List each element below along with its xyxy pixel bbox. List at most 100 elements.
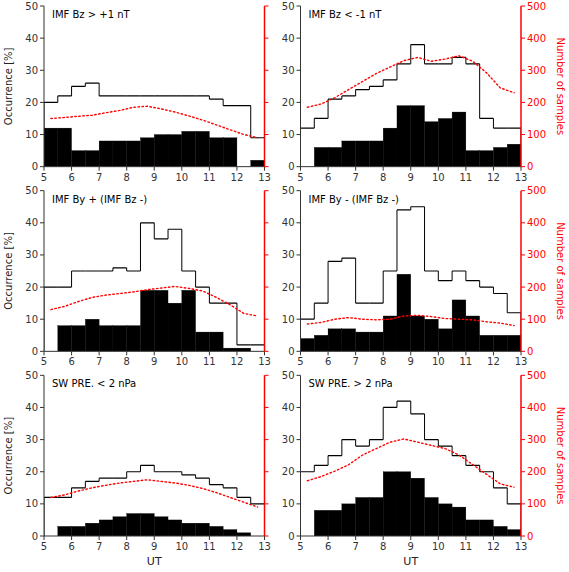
y-tick (40, 134, 44, 135)
upflow-step (411, 413, 425, 414)
y-tick (40, 190, 44, 191)
downflow-bar (397, 274, 411, 351)
y-tick-label: 20 (282, 466, 295, 477)
y2-tick-label: 400 (527, 33, 546, 44)
upflow-step (383, 79, 397, 80)
y2-tick-label: 200 (527, 282, 546, 293)
x-tick (154, 351, 155, 355)
upflow-step (168, 95, 182, 96)
y2-axis-label: Number of samples (555, 407, 566, 505)
y-tick-label: 40 (282, 33, 295, 44)
x-tick (209, 167, 210, 171)
downflow-bar (223, 530, 237, 536)
y2-tick-label: 200 (527, 466, 546, 477)
y2-axis-line (264, 191, 266, 352)
y2-tick (521, 38, 525, 39)
downflow-bar (425, 319, 439, 351)
y-tick (40, 166, 44, 167)
y-tick (40, 536, 44, 537)
x-tick-label: 12 (231, 172, 244, 183)
upflow-step (127, 270, 141, 271)
upflow-step (154, 238, 168, 239)
panel-title: IMF Bz > +1 nT (52, 9, 131, 20)
y2-axis-label: Number of samples (555, 37, 566, 135)
x-tick (465, 167, 466, 171)
y2-tick (265, 134, 269, 135)
x-tick-label: 13 (515, 356, 528, 367)
y-axis-label: Occurrence [%] (3, 417, 14, 495)
y-tick (40, 102, 44, 103)
downflow-bar (507, 144, 521, 166)
downflow-bar (314, 510, 328, 536)
x-tick-label: 10 (175, 172, 188, 183)
y-tick (297, 536, 301, 537)
downflow-bar (72, 526, 86, 536)
x-tick-label: 11 (460, 356, 473, 367)
upflow-step (438, 63, 452, 64)
x-tick (44, 167, 45, 171)
x-tick-label: 9 (408, 541, 414, 552)
downflow-bar (301, 338, 315, 351)
panel-title: SW PRE. < 2 nPa (52, 378, 136, 389)
panel-title: IMF By - (IMF Bz -) (309, 194, 400, 205)
upflow-step (383, 270, 397, 271)
y2-axis-line (264, 6, 266, 167)
y2-tick (265, 503, 269, 504)
x-tick (383, 536, 384, 540)
x-tick (71, 351, 72, 355)
downflow-bar (58, 326, 72, 352)
downflow-bar (411, 478, 425, 536)
x-tick-label: 11 (203, 541, 216, 552)
upflow-step (113, 95, 127, 96)
y2-tick (521, 6, 525, 7)
panel-title: IMF Bz < -1 nT (309, 9, 383, 20)
upflow-step (209, 484, 223, 485)
upflow-step (397, 400, 411, 401)
downflow-bar (466, 520, 480, 536)
upflow-step (140, 465, 154, 466)
upflow-step (466, 280, 480, 281)
upflow-step (369, 303, 383, 304)
downflow-bar (425, 122, 439, 167)
y2-tick (521, 134, 525, 135)
plot-area (301, 401, 522, 536)
x-axis-label: UT (403, 555, 418, 568)
x-tick-label: 12 (487, 172, 500, 183)
upflow-step (182, 474, 196, 475)
x-tick (99, 351, 100, 355)
downflow-bar (182, 131, 196, 166)
upflow-step (314, 118, 328, 119)
x-tick (521, 167, 522, 171)
x-tick (126, 167, 127, 171)
downflow-bar (452, 112, 466, 167)
upflow-step (127, 471, 141, 472)
downflow-bar (369, 332, 383, 351)
upflow-step (182, 270, 196, 271)
upflow-step (44, 102, 58, 103)
x-tick (328, 536, 329, 540)
upflow-step (383, 407, 397, 408)
y2-tick (265, 102, 269, 103)
downflow-bar (113, 141, 127, 167)
y2-axis-line (264, 375, 266, 536)
y-tick (40, 38, 44, 39)
step-connector (301, 207, 522, 352)
y-axis-line (44, 6, 45, 167)
x-tick-label: 6 (325, 356, 331, 367)
downflow-bar (383, 472, 397, 536)
y-tick (40, 351, 44, 352)
x-tick-label: 5 (41, 356, 47, 367)
downflow-bar (182, 523, 196, 536)
y2-tick (265, 166, 269, 167)
y2-tick (521, 254, 525, 255)
downflow-bar (369, 141, 383, 167)
y-tick (297, 102, 301, 103)
y2-tick (521, 222, 525, 223)
y-tick-label: 0 (288, 346, 294, 357)
samples-line (307, 56, 514, 107)
y2-tick (521, 166, 525, 167)
y2-tick (265, 471, 269, 472)
y2-tick (265, 536, 269, 537)
y2-tick (265, 38, 269, 39)
y-tick-label: 0 (288, 161, 294, 172)
